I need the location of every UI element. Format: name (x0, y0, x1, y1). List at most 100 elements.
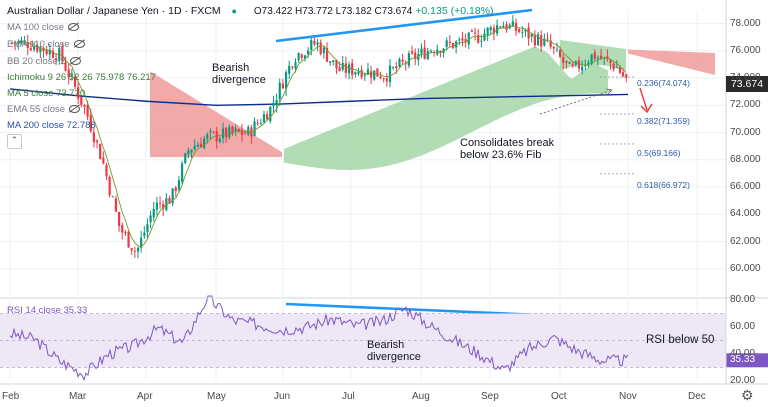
candle-body (398, 59, 401, 67)
candle-body (177, 180, 181, 190)
candle-body (565, 60, 568, 63)
month-tick-label: Jul (342, 391, 355, 402)
month-tick-label: Sep (481, 391, 499, 402)
hidden-eye-icon[interactable] (68, 23, 80, 31)
price-tick-label: 76.000 (730, 44, 761, 56)
candle-body (32, 46, 36, 50)
legend-ma5[interactable]: MA 5 close 73.720 (7, 88, 86, 99)
hidden-eye-icon[interactable] (69, 57, 81, 65)
candle-body (518, 29, 521, 33)
hidden-eye-icon[interactable] (69, 105, 81, 113)
candle-body (259, 122, 262, 124)
candle-body (395, 66, 398, 69)
candle-body (458, 39, 461, 41)
candle-body (599, 55, 603, 60)
annotation-rsi-below-50: RSI below 50 (646, 334, 715, 346)
candle-body (73, 76, 77, 87)
legend-ema55[interactable]: EMA 55 close (7, 104, 81, 115)
candle-body (114, 198, 118, 212)
candle-body (307, 50, 310, 55)
candle-body (354, 72, 357, 75)
rsi-legend[interactable]: RSI 14 close 35.33 (7, 305, 88, 316)
candle-body (499, 26, 502, 28)
candle-body (89, 115, 92, 132)
month-tick-label: Apr (137, 391, 153, 402)
candle-body (174, 187, 177, 192)
ma5-line (11, 25, 627, 248)
month-tick-label: Jun (274, 391, 291, 402)
price-tick-label: 68.000 (730, 153, 761, 165)
candle-body (297, 53, 300, 61)
candle-body (83, 104, 86, 107)
candle-body (316, 42, 319, 45)
price-tick-label: 60.000 (730, 262, 761, 274)
chart-settings-gear-icon[interactable]: ⚙ (741, 387, 754, 403)
candle-body (332, 60, 335, 62)
symbol-title: Australian Dollar / Japanese Yen · 1D · … (7, 5, 221, 17)
candle-body (140, 237, 143, 248)
candle-body (149, 215, 152, 223)
candle-body (77, 87, 80, 99)
legend-ema110[interactable]: EMA 110 close (7, 39, 85, 50)
candle-body (155, 202, 158, 210)
candle-body (294, 62, 297, 69)
candle-body (376, 68, 379, 77)
legend-bb20[interactable]: BB 20 close 2 (7, 56, 81, 67)
candle-body (549, 40, 552, 48)
candle-body (568, 62, 571, 64)
ma200-line (9, 88, 629, 107)
candle-body (152, 209, 155, 218)
candle-body (581, 66, 584, 71)
candle-body (108, 176, 111, 196)
candle-body (615, 67, 618, 69)
price-tick-label: 72.000 (730, 99, 761, 111)
candle-body (92, 132, 95, 143)
legend-ma200[interactable]: MA 200 close 72.788 (7, 120, 96, 131)
candle-body (67, 69, 70, 78)
candle-body (467, 32, 470, 45)
candle-body (206, 134, 209, 139)
rsi-tick-label: 60.00 (730, 321, 756, 332)
change-readout: +0.135 (+0.18%) (415, 5, 494, 17)
legend-ichimoku[interactable]: Ichimoku 9 26 52 26 75.978 76.217 (7, 72, 156, 83)
price-tick-label: 78.000 (730, 17, 761, 29)
candle-body (278, 82, 281, 100)
candle-body (70, 74, 73, 76)
month-tick-label: May (207, 391, 226, 402)
candle-body (193, 145, 196, 150)
candle-body (158, 202, 162, 204)
candle-body (360, 69, 363, 78)
legend-ma100[interactable]: MA 100 close (7, 22, 80, 33)
candle-body (477, 34, 480, 43)
candle-body (404, 62, 407, 64)
candle-body (39, 47, 42, 53)
candle-body (281, 83, 284, 89)
hidden-eye-icon[interactable] (73, 40, 85, 48)
collapse-legend-button[interactable]: ⌃ (7, 134, 22, 149)
candle-body (237, 128, 240, 132)
candle-body (511, 21, 514, 27)
candle-body (162, 204, 165, 209)
rsi-last-value: 35.33 (730, 354, 756, 366)
candle-body (130, 248, 133, 251)
candle-body (502, 25, 505, 29)
candle-body (439, 51, 442, 54)
candle-body (184, 153, 187, 164)
fib-levels (600, 76, 636, 175)
candle-body (505, 24, 508, 30)
price-tick-label: 74.000 (730, 72, 761, 84)
ichimoku-cloud (150, 39, 715, 170)
candle-body (388, 65, 392, 83)
price-tick-label: 64.000 (730, 208, 761, 220)
fib-label-0618: 0.618(66.972) (637, 180, 690, 190)
last-price-badge: 73.674 (726, 76, 768, 92)
candle-body (121, 225, 124, 233)
candle-body (407, 53, 410, 66)
candle-body (401, 59, 404, 62)
candle-body (470, 30, 473, 32)
chart-header: Australian Dollar / Japanese Yen · 1D · … (7, 5, 494, 17)
ohlc-readout: O73.422 H73.772 L73.182 C73.674 (253, 6, 413, 17)
break-arrowhead (605, 88, 613, 95)
candle-body (540, 35, 543, 47)
rsi-tick-label: 40.00 (730, 348, 756, 359)
